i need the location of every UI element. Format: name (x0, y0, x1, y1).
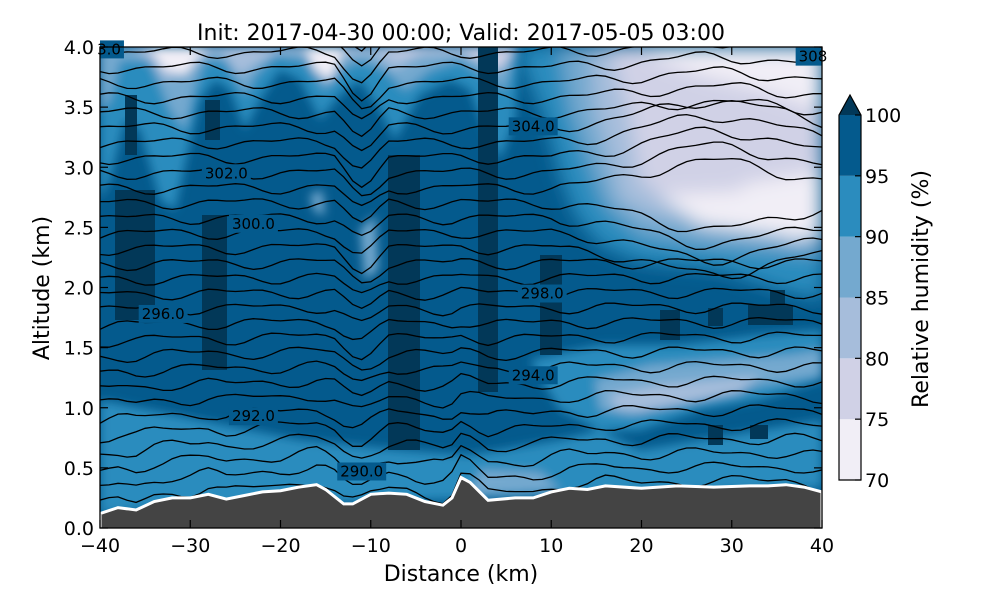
contour-label-gap (795, 47, 822, 66)
x-tick-label: −40 (80, 535, 120, 557)
x-tick-label: −20 (260, 535, 300, 557)
theta-contour-line (100, 453, 822, 487)
x-tick-label: 0 (455, 535, 467, 557)
x-axis: −40 −30 −20 −10 0 10 20 30 40 (80, 47, 834, 557)
colorbar: 70 75 80 85 90 95 100 (838, 93, 901, 492)
theta-contour-line (100, 157, 822, 207)
theta-contour-line (100, 98, 822, 138)
colorbar-segment (839, 175, 861, 237)
x-tick-label: 20 (629, 535, 653, 557)
theta-contour-line (100, 360, 822, 382)
theta-contour-line (100, 272, 822, 294)
theta-contour-line (100, 316, 822, 341)
contour-label: 292.0 (232, 407, 275, 425)
potential-temperature-contours (100, 47, 822, 505)
theta-contour-line (100, 243, 822, 280)
theta-contour-line (100, 389, 822, 409)
y-tick-label: 1.5 (64, 338, 94, 360)
y-tick-label: 4.0 (64, 37, 94, 59)
theta-contour-line (100, 82, 822, 120)
contour-label-gap (228, 214, 278, 233)
contour-label: 302.0 (205, 164, 248, 182)
contour-label-gap (508, 366, 558, 385)
colorbar-tick-label: 80 (865, 348, 889, 370)
colorbar-extend-arrow (839, 95, 861, 115)
y-tick-label: 0.5 (64, 458, 94, 480)
colorbar-tick-label: 95 (865, 166, 889, 188)
theta-contour-line (100, 47, 822, 84)
contour-label: 294.0 (512, 366, 555, 384)
contour-labels: 290.0 292.0 294.0 296.0 298.0 300.0 302.0 304.0… (97, 40, 828, 481)
y-tick-label: 0.0 (64, 518, 94, 540)
contour-label: 290.0 (340, 462, 383, 480)
theta-contour-line (100, 66, 822, 110)
contour-label: 298.0 (521, 285, 564, 303)
contour-label-gap (138, 304, 188, 323)
theta-contour-line (100, 51, 822, 102)
y-axis: 0.0 0.5 1.0 1.5 2.0 2.5 3.0 3.5 4.0 (64, 37, 822, 540)
x-tick-label: 30 (720, 535, 744, 557)
colorbar-segment (839, 419, 861, 480)
rh-saturated-columns (115, 47, 793, 450)
contour-label-gap (517, 284, 567, 303)
theta-contour-line (100, 213, 822, 251)
theta-contour-line (100, 198, 822, 233)
theta-contour-line (100, 372, 822, 397)
theta-contour-line (100, 302, 822, 322)
contour-label-gap (201, 164, 251, 183)
contour-label: 304.0 (512, 117, 555, 135)
y-tick-label: 1.0 (64, 398, 94, 420)
theta-contour-line (100, 258, 822, 284)
theta-contour-line (100, 418, 822, 447)
x-tick-label: 40 (810, 535, 834, 557)
colorbar-segment (839, 115, 861, 176)
y-axis-label: Altitude (km) (30, 216, 55, 360)
contour-label: 3.0 (97, 40, 121, 58)
contour-label: 296.0 (142, 305, 185, 323)
x-tick-label: −10 (351, 535, 391, 557)
contour-label: 308 (799, 48, 828, 66)
contour-label-gap (228, 407, 278, 426)
theta-contour-line (100, 444, 822, 474)
y-tick-label: 2.5 (64, 217, 94, 239)
theta-contour-line (100, 331, 822, 361)
y-tick-label: 2.0 (64, 278, 94, 300)
theta-contour-line (100, 286, 822, 310)
colorbar-segment (839, 297, 861, 359)
y-tick-label: 3.5 (64, 97, 94, 119)
colorbar-tick-label: 85 (865, 288, 889, 310)
colorbar-segment (839, 358, 861, 420)
x-axis-label: Distance (km) (384, 562, 539, 587)
colorbar-label: Relative humidity (%) (909, 170, 934, 408)
contour-label-gap (337, 462, 387, 481)
terrain (100, 475, 822, 528)
colorbar-tick-label: 75 (865, 409, 889, 431)
theta-contour-line (100, 228, 822, 266)
colorbar-segment (839, 236, 861, 298)
theta-contour-line (100, 432, 822, 459)
x-tick-label: 10 (539, 535, 563, 557)
theta-contour-line (100, 126, 822, 189)
x-tick-label: −30 (170, 535, 210, 557)
theta-contour-line (100, 113, 822, 169)
contour-label-gap (508, 117, 558, 136)
contour-label: 300.0 (232, 215, 275, 233)
colorbar-tick-label: 100 (865, 105, 901, 127)
colorbar-tick-label: 70 (865, 470, 889, 492)
theta-contour-line (100, 404, 822, 429)
contour-label-gap (100, 40, 124, 59)
chart-title: Init: 2017-04-30 00:00; Valid: 2017-05-0… (197, 21, 725, 46)
theta-contour-line (100, 100, 822, 152)
theta-contour-line (100, 346, 822, 371)
y-tick-label: 3.0 (64, 157, 94, 179)
plot-area (100, 47, 822, 528)
colorbar-tick-label: 90 (865, 227, 889, 249)
